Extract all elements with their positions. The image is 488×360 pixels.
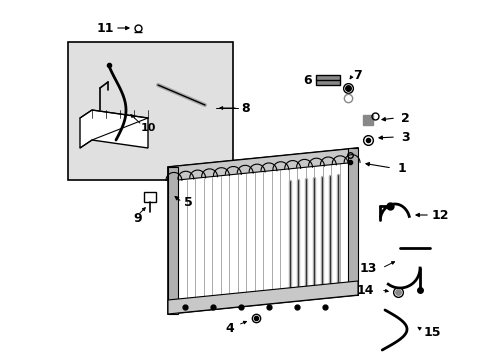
Text: 1: 1 xyxy=(397,162,406,175)
Text: 10: 10 xyxy=(140,123,155,133)
Text: 15: 15 xyxy=(423,325,440,338)
Bar xyxy=(315,75,339,85)
Polygon shape xyxy=(80,110,148,148)
Polygon shape xyxy=(168,148,357,314)
Bar xyxy=(143,192,156,202)
Text: 4: 4 xyxy=(225,321,234,334)
Text: 7: 7 xyxy=(353,68,362,81)
Polygon shape xyxy=(168,281,357,314)
Text: 12: 12 xyxy=(430,208,448,221)
Polygon shape xyxy=(168,167,178,314)
Text: 5: 5 xyxy=(183,195,192,208)
Polygon shape xyxy=(168,148,357,181)
Text: 6: 6 xyxy=(303,73,312,86)
Text: 9: 9 xyxy=(133,212,142,225)
Text: 8: 8 xyxy=(241,102,250,114)
Text: 11: 11 xyxy=(96,22,114,35)
Text: 13: 13 xyxy=(359,261,376,274)
Text: 3: 3 xyxy=(400,131,408,144)
Text: 14: 14 xyxy=(356,284,373,297)
Bar xyxy=(68,42,232,180)
Polygon shape xyxy=(347,148,357,295)
Text: 2: 2 xyxy=(400,112,408,125)
